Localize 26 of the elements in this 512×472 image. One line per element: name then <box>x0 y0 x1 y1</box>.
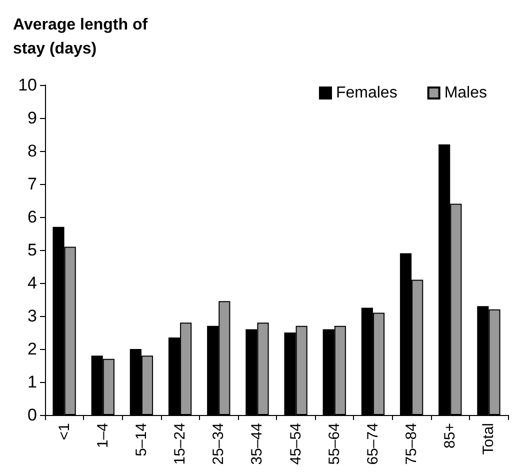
y-tick-label: 9 <box>28 108 37 128</box>
x-tick-label: 65–74 <box>364 423 382 465</box>
chart-title: Average length of stay (days) <box>13 16 152 58</box>
y-tick-label: 5 <box>28 240 37 260</box>
x-tick-label: 55–64 <box>326 423 343 465</box>
x-tick-label: 5–14 <box>132 423 150 456</box>
legend-label: Females <box>336 84 398 102</box>
y-tick-label: 7 <box>28 174 37 194</box>
y-tick-label: 2 <box>28 340 37 358</box>
legend-label: Males <box>444 84 488 102</box>
x-tick-label: <1 <box>56 423 73 440</box>
x-tick-label: 15–24 <box>172 423 189 465</box>
y-tick-label: 1 <box>28 372 37 392</box>
x-tick-label: 35–44 <box>248 423 266 465</box>
y-tick-label: 0 <box>28 406 37 424</box>
x-tick-label: 1–4 <box>94 423 112 448</box>
y-tick-label: 8 <box>28 142 37 160</box>
x-tick-label: 45–54 <box>287 423 304 465</box>
x-tick-label: 85+ <box>442 422 459 448</box>
y-tick-label: 10 <box>18 76 37 94</box>
y-tick-label: 3 <box>28 306 37 326</box>
y-tick-label: 4 <box>28 274 37 292</box>
x-tick-label: 25–34 <box>210 423 228 465</box>
y-tick-label: 6 <box>28 208 37 226</box>
x-tick-label: Total <box>480 423 498 455</box>
x-tick-label: 75–84 <box>403 423 420 465</box>
